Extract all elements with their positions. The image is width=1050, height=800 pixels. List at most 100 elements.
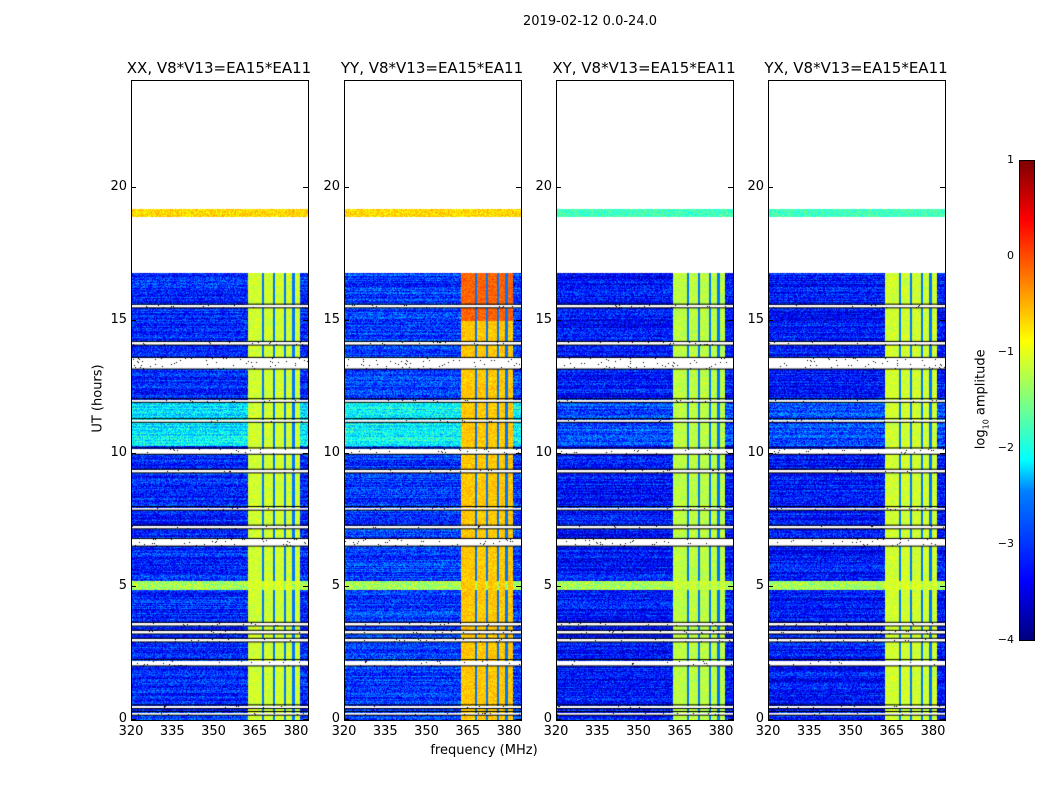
colorbar-tick-label: −1 <box>997 345 1014 358</box>
y-tick-mark <box>940 585 945 587</box>
y-tick-mark <box>556 452 561 454</box>
colorbar-tick-label: −4 <box>997 633 1014 646</box>
y-tick-mark <box>728 452 733 454</box>
y-tick-mark <box>728 585 733 587</box>
y-tick-mark <box>516 319 521 321</box>
y-tick-mark <box>556 585 561 587</box>
y-tick-label: 10 <box>110 444 127 460</box>
y-tick-mark <box>768 186 773 188</box>
y-tick-label: 20 <box>535 178 552 194</box>
y-tick-mark <box>303 452 308 454</box>
x-tick-label: 335 <box>584 724 610 739</box>
y-tick-mark <box>131 186 136 188</box>
y-tick-mark <box>556 719 561 720</box>
x-tick-label: 350 <box>626 724 651 739</box>
heatmap-image <box>345 81 521 720</box>
heatmap-image <box>557 81 733 720</box>
y-tick-label: 15 <box>747 311 764 327</box>
y-tick-label: 15 <box>535 311 552 327</box>
y-tick-mark <box>344 186 349 188</box>
figure-title: 2019-02-12 0.0-24.0 <box>523 14 657 29</box>
x-tick-label: 350 <box>838 724 863 739</box>
colorbar-tick-label: 1 <box>1007 153 1014 166</box>
panel-title: XX, V8*V13=EA15*EA11 <box>126 59 312 77</box>
y-tick-label: 0 <box>755 711 764 726</box>
x-tick-label: 320 <box>543 724 569 739</box>
y-tick-label: 5 <box>755 577 764 593</box>
y-tick-mark <box>131 719 136 720</box>
y-tick-label: 5 <box>331 577 340 593</box>
y-tick-label: 0 <box>543 711 552 726</box>
y-axis-label: UT (hours) <box>90 364 106 433</box>
colorbar-tick-label: −3 <box>997 537 1014 550</box>
x-tick-label: 380 <box>283 724 309 739</box>
y-tick-mark <box>516 452 521 454</box>
waterfall-panel-1 <box>344 80 522 721</box>
x-tick-label: 365 <box>242 724 268 739</box>
x-tick-label: 380 <box>708 724 734 739</box>
y-tick-mark <box>768 585 773 587</box>
y-tick-mark <box>303 585 308 587</box>
y-tick-mark <box>768 719 773 720</box>
y-tick-mark <box>344 452 349 454</box>
x-tick-label: 320 <box>118 724 144 739</box>
y-tick-label: 15 <box>323 311 340 327</box>
y-tick-mark <box>728 319 733 321</box>
colorbar-tick-label: 0 <box>1007 249 1014 262</box>
x-tick-label: 320 <box>755 724 781 739</box>
waterfall-panel-3 <box>768 80 946 721</box>
x-tick-label: 380 <box>920 724 946 739</box>
y-tick-mark <box>344 585 349 587</box>
y-tick-label: 0 <box>331 711 340 726</box>
x-tick-label: 365 <box>667 724 693 739</box>
y-tick-mark <box>131 319 136 321</box>
y-tick-mark <box>728 719 733 720</box>
waterfall-panel-2 <box>556 80 734 721</box>
colorbar <box>1019 160 1035 641</box>
y-tick-mark <box>131 452 136 454</box>
y-tick-label: 10 <box>747 444 764 460</box>
y-tick-mark <box>344 719 349 720</box>
panel-title: YY, V8*V13=EA15*EA11 <box>340 59 524 77</box>
heatmap-image <box>132 81 308 720</box>
y-tick-label: 20 <box>323 178 340 194</box>
y-tick-mark <box>940 452 945 454</box>
x-tick-label: 365 <box>455 724 481 739</box>
y-tick-label: 10 <box>535 444 552 460</box>
y-tick-mark <box>768 319 773 321</box>
y-tick-mark <box>303 186 308 188</box>
y-tick-mark <box>940 186 945 188</box>
x-tick-label: 335 <box>796 724 822 739</box>
x-tick-label: 335 <box>372 724 398 739</box>
y-tick-label: 5 <box>118 577 127 593</box>
x-tick-label: 335 <box>159 724 185 739</box>
y-tick-label: 15 <box>110 311 127 327</box>
y-tick-mark <box>556 186 561 188</box>
x-tick-label: 350 <box>201 724 226 739</box>
y-tick-mark <box>303 319 308 321</box>
panel-title: YX, V8*V13=EA15*EA11 <box>764 59 948 77</box>
y-tick-mark <box>940 719 945 720</box>
colorbar-tick-label: −2 <box>997 441 1014 454</box>
colorbar-label: log10 amplitude <box>973 349 991 450</box>
y-tick-mark <box>728 186 733 188</box>
x-tick-label: 320 <box>331 724 357 739</box>
y-tick-mark <box>303 719 308 720</box>
waterfall-panel-0 <box>131 80 309 721</box>
y-tick-mark <box>516 719 521 720</box>
y-tick-mark <box>131 585 136 587</box>
y-tick-mark <box>516 186 521 188</box>
y-tick-label: 10 <box>323 444 340 460</box>
y-tick-mark <box>516 585 521 587</box>
x-tick-label: 365 <box>879 724 905 739</box>
x-tick-label: 380 <box>496 724 522 739</box>
y-tick-label: 20 <box>747 178 764 194</box>
y-tick-mark <box>344 319 349 321</box>
y-tick-mark <box>768 452 773 454</box>
y-tick-label: 20 <box>110 178 127 194</box>
y-tick-label: 0 <box>118 711 127 726</box>
y-tick-label: 5 <box>543 577 552 593</box>
panel-title: XY, V8*V13=EA15*EA11 <box>552 59 736 77</box>
heatmap-image <box>769 81 945 720</box>
